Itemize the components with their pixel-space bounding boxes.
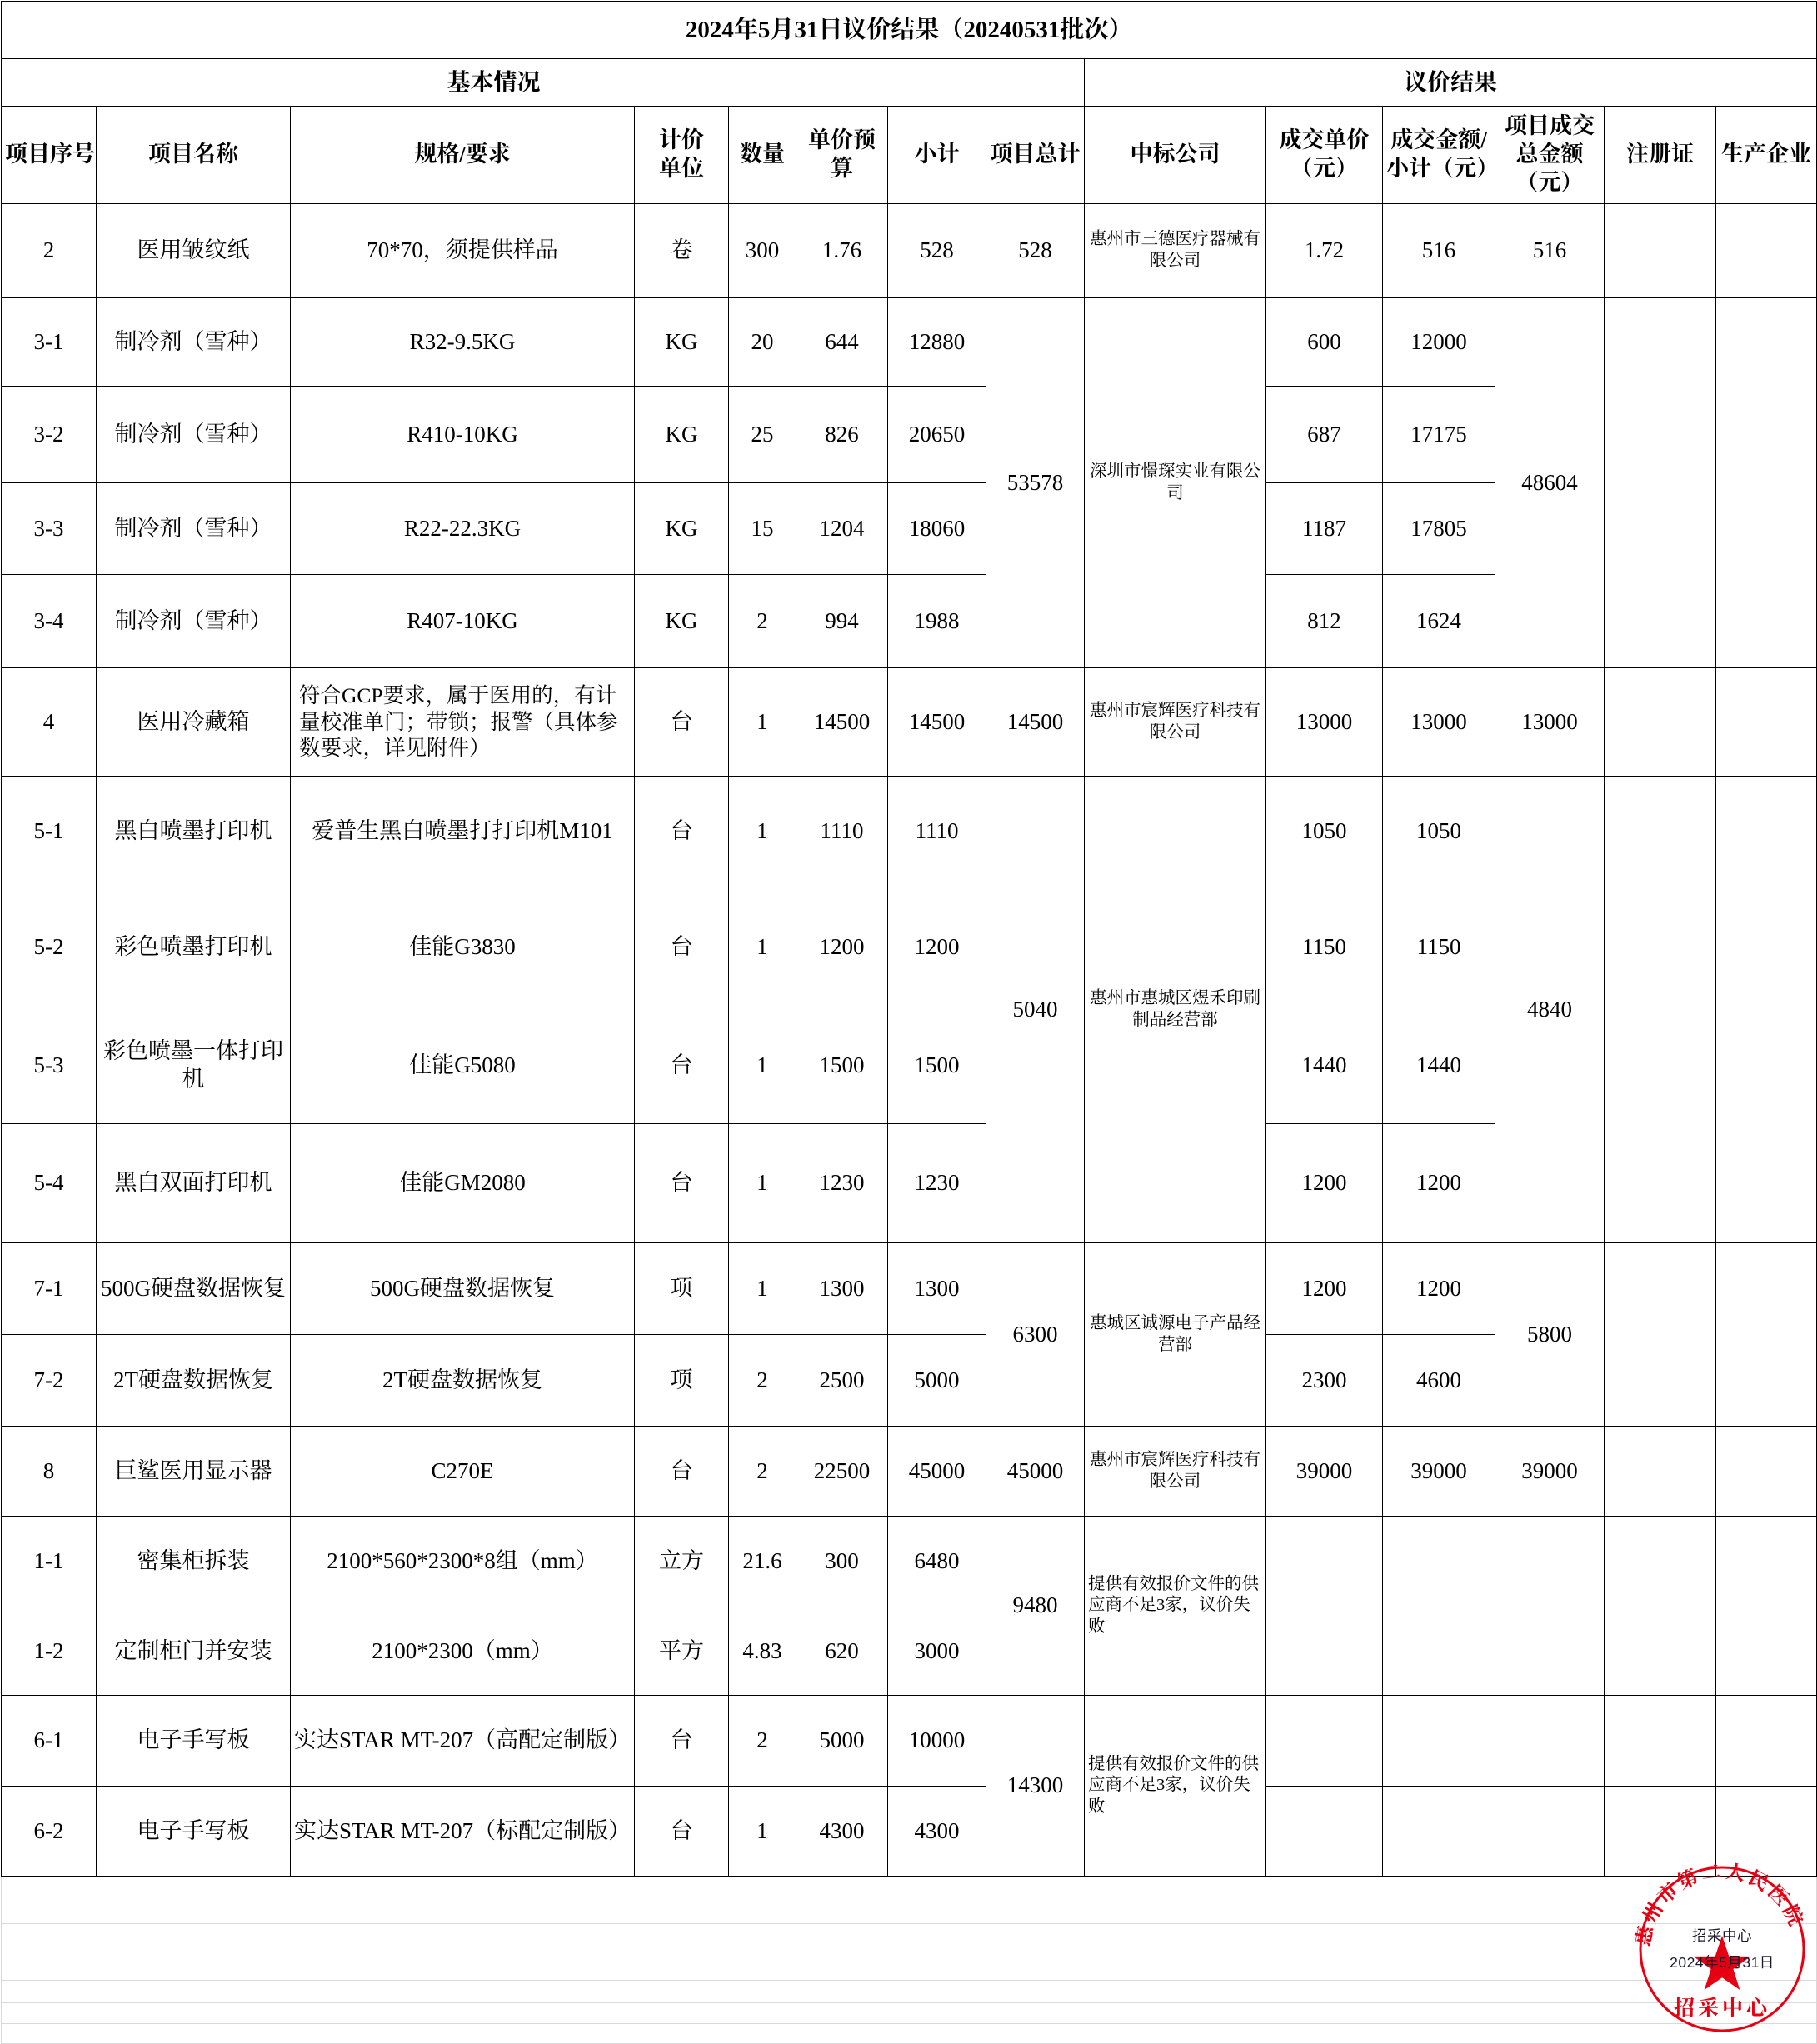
- svg-text:2024年5月31日: 2024年5月31日: [1670, 1954, 1775, 1971]
- svg-text:招采中心: 招采中心: [1692, 1927, 1752, 1944]
- svg-text:招采中心: 招采中心: [1674, 1992, 1770, 2022]
